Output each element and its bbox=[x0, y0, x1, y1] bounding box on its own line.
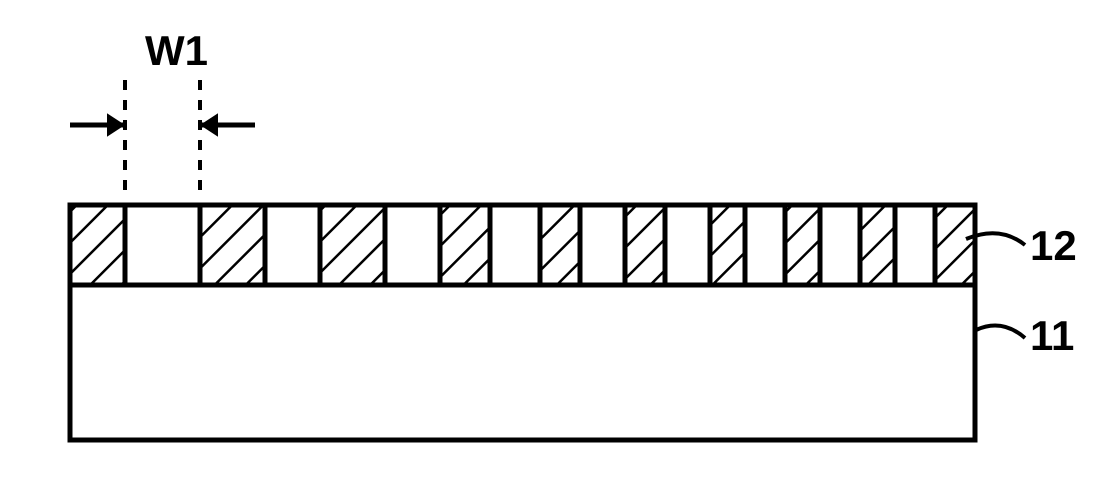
label-11: 11 bbox=[1030, 312, 1074, 359]
substrate-layer-11 bbox=[70, 285, 975, 440]
w1-arrow bbox=[200, 113, 255, 136]
leader-11 bbox=[976, 326, 1025, 339]
w1-arrow bbox=[70, 113, 125, 136]
label-w1: W1 bbox=[145, 27, 208, 74]
patterned-layer-12 bbox=[70, 205, 975, 285]
label-12: 12 bbox=[1030, 222, 1077, 269]
